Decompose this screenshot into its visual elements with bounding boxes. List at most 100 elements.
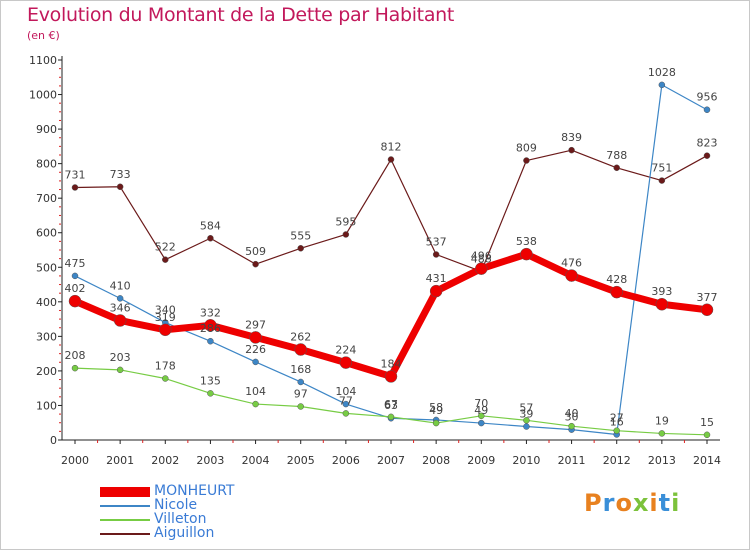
data-label-nicole: 63 [384, 399, 398, 412]
logo-letter: i [649, 489, 659, 517]
data-point-aiguillon [658, 177, 666, 184]
logo-letter: x [632, 489, 650, 517]
data-point-nicole [71, 272, 79, 280]
data-label-monheurt: 402 [65, 282, 86, 295]
y-tick-label: 200 [36, 365, 57, 378]
y-tick-label: 800 [36, 158, 57, 171]
data-point-nicole [523, 423, 530, 430]
data-label-monheurt: 297 [245, 318, 266, 331]
data-point-villeton [703, 431, 711, 439]
data-label-nicole: 1028 [648, 66, 676, 79]
data-label-villeton: 67 [384, 398, 398, 411]
data-label-villeton: 77 [339, 394, 353, 407]
data-label-aiguillon: 788 [606, 149, 627, 162]
data-point-monheurt [159, 323, 172, 337]
data-point-nicole [478, 419, 485, 427]
chart-title: Evolution du Montant de la Dette par Hab… [27, 4, 455, 26]
data-point-monheurt [339, 356, 353, 369]
legend-swatch [100, 487, 150, 497]
data-point-aiguillon [703, 152, 711, 159]
data-label-monheurt: 476 [561, 257, 582, 270]
data-point-monheurt [655, 297, 669, 311]
y-tick-label: 1100 [29, 54, 57, 67]
data-label-villeton: 208 [65, 349, 86, 362]
data-label-aiguillon: 751 [651, 162, 672, 175]
data-point-villeton [568, 422, 575, 430]
data-label-monheurt: 184 [381, 357, 402, 370]
legend-label: MONHEURT [154, 483, 235, 499]
data-label-villeton: 19 [655, 414, 669, 427]
data-label-aiguillon: 509 [245, 245, 266, 258]
y-tick-label: 1000 [29, 89, 57, 102]
data-label-nicole: 16 [610, 415, 624, 428]
data-label-monheurt: 319 [155, 311, 176, 324]
x-tick-label: 2008 [422, 454, 450, 467]
data-label-villeton: 104 [245, 385, 266, 398]
data-label-villeton: 178 [155, 360, 176, 373]
legend-item-monheurt: MONHEURT [100, 483, 300, 499]
data-point-villeton [207, 390, 214, 397]
data-label-villeton: 40 [565, 407, 579, 420]
legend-item-nicole: Nicole [100, 497, 300, 513]
logo-letter: t [658, 489, 672, 517]
data-point-monheurt [429, 284, 443, 298]
data-point-villeton [342, 410, 350, 417]
legend-swatch [100, 519, 150, 521]
data-point-nicole [658, 81, 666, 89]
legend-item-aiguillon: Aiguillon [100, 525, 300, 541]
data-label-nicole: 226 [245, 343, 266, 356]
data-point-nicole [297, 378, 304, 386]
data-label-aiguillon: 809 [516, 142, 537, 155]
data-point-monheurt [204, 319, 217, 332]
data-label-villeton: 15 [700, 416, 714, 429]
x-tick-label: 2001 [106, 454, 134, 467]
data-point-monheurt [68, 294, 82, 308]
data-label-aiguillon: 555 [290, 229, 311, 242]
x-tick-label: 2013 [648, 454, 676, 467]
y-tick-label: 300 [36, 330, 57, 343]
data-point-nicole [342, 400, 350, 408]
data-label-monheurt: 496 [471, 250, 492, 263]
x-tick-label: 2010 [512, 454, 540, 467]
data-point-villeton [523, 417, 530, 424]
x-tick-label: 2005 [287, 454, 315, 467]
x-tick-label: 2009 [467, 454, 495, 467]
data-point-villeton [613, 427, 620, 434]
data-label-nicole: 49 [474, 404, 488, 417]
x-tick-label: 2003 [196, 454, 224, 467]
data-label-villeton: 70 [474, 397, 488, 410]
data-label-nicole: 340 [155, 304, 176, 317]
data-label-villeton: 57 [519, 401, 533, 414]
logo-letter: i [671, 489, 681, 517]
data-label-nicole: 475 [65, 257, 86, 270]
data-point-monheurt [249, 331, 262, 344]
data-point-villeton [71, 364, 79, 372]
data-point-nicole [252, 358, 259, 366]
x-tick-label: 2002 [151, 454, 179, 467]
data-label-aiguillon: 823 [697, 137, 718, 150]
y-tick-label: 500 [36, 261, 57, 274]
x-tick-label: 2004 [242, 454, 270, 467]
data-point-monheurt [294, 343, 307, 356]
data-point-villeton [162, 375, 169, 382]
data-label-aiguillon: 733 [110, 168, 131, 181]
logo-letter: o [615, 489, 633, 517]
data-point-aiguillon [207, 235, 214, 242]
data-point-aiguillon [342, 231, 350, 238]
y-tick-label: 0 [50, 434, 57, 447]
data-point-villeton [116, 366, 124, 374]
data-label-monheurt: 538 [516, 235, 537, 248]
data-point-nicole [703, 106, 711, 113]
data-point-monheurt [384, 370, 398, 383]
data-label-aiguillon: 812 [381, 140, 402, 153]
data-label-villeton: 49 [429, 404, 443, 417]
data-label-nicole: 410 [110, 279, 131, 292]
data-label-nicole: 30 [565, 411, 579, 424]
legend-swatch [100, 533, 150, 535]
data-point-monheurt [610, 285, 623, 299]
y-tick-label: 900 [36, 123, 57, 136]
data-point-aiguillon [432, 251, 440, 258]
data-label-monheurt: 224 [335, 344, 356, 357]
data-point-monheurt [700, 303, 714, 317]
data-point-monheurt [113, 314, 127, 327]
